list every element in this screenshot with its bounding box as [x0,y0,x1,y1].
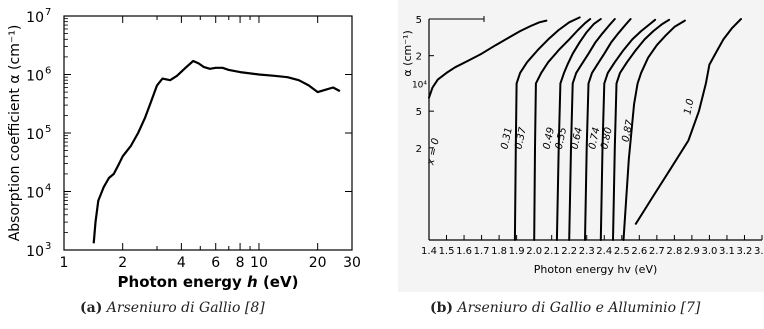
series-line-a [92,59,341,244]
x-axis-label-b: Photon energy hv (eV) [534,263,658,276]
y-tick-label-a: 10 [26,127,44,143]
y-exp-mark-b: 10⁴ [412,80,427,90]
series-label-b: 1.0 [682,98,696,116]
x-tick-label-a: 6 [211,255,220,271]
series-label-b: 0.74 [587,126,602,150]
plot-frame-a [63,15,353,251]
series-label-b: 0.87 [620,118,636,143]
y-axis-label-b: α (cm⁻¹) [401,30,414,76]
caption-a: (a) Arseniuro di Gallio [8] [80,300,265,326]
series-line-b [584,18,632,241]
x-tick-label-b: 2.5 [614,246,630,257]
y-tick-exp-a: 4 [45,183,51,194]
x-tick-label-a: 20 [309,255,327,271]
x-tick-label-b: 1.5 [439,246,455,257]
y-tick-label-a: 10 [26,10,44,26]
x-axis-label-a: Photon energy h (eV) [118,273,299,291]
x-tick-label-b: 2.4 [596,246,612,257]
x-tick-label-b: 2.7 [649,246,665,257]
caption-a-tag: (a) [80,300,103,316]
y-tick-exp-a: 7 [45,7,51,18]
x-tick-label-b: 1.6 [456,246,472,257]
x-tick-label-b: 1.8 [491,246,507,257]
x-tick-label-a: 10 [250,255,268,271]
x-tick-label-b: 2.9 [684,246,700,257]
x-tick-label-a: 4 [177,255,186,271]
series-line-b [555,18,602,241]
caption-a-text: Arseniuro di Gallio [8] [106,300,265,316]
x-tick-label-a: 1 [60,255,69,271]
series-line-b [533,18,592,241]
x-tick-label-b: 2.0 [526,246,542,257]
x-tick-label-b: 3.3 [754,246,764,257]
x-tick-label-b: 1.9 [509,246,525,257]
series-label-b: 0.55 [554,126,569,150]
series-line-b [568,18,616,241]
x-tick-label-a: 30 [343,255,361,271]
y-tick-label-a: 10 [26,186,44,202]
series-label-b: 0.49 [542,126,557,150]
caption-b-text: Arseniuro di Gallio e Alluminio [7] [457,300,701,316]
series-line-b [428,19,548,99]
panel-b-background [398,0,764,292]
x-tick-label-b: 2.8 [666,246,682,257]
y-tick-label-b: 2 [416,52,422,63]
x-tick-label-b: 2.3 [579,246,595,257]
x-tick-label-b: 3.0 [701,246,717,257]
series-label-b: 0.80 [599,126,614,150]
y-tick-label-b: 5 [416,107,422,118]
y-tick-label-a: 10 [26,244,44,260]
series-label-b: 0.31 [499,126,514,150]
y-tick-label-a: 10 [26,69,44,85]
caption-b-tag: (b) [430,300,454,316]
series-label-b: 0.64 [570,126,585,150]
series-label-b: 0.37 [513,126,529,151]
x-tick-label-b: 1.7 [474,246,490,257]
y-tick-exp-a: 3 [45,241,51,252]
x-tick-label-b: 2.6 [631,246,647,257]
series-line-b [513,16,581,241]
chart-b: 1.4 1.5 1.6 1.7 1.8 1.9 2.0 2.1 2.2 2.3 2.4 2.5 2.6 2… [398,0,764,292]
x-tick-label-b: 1.4 [421,246,437,257]
series-line-b [622,19,686,241]
series-line-b [634,18,742,225]
x-tick-label-b: 2.1 [544,246,560,257]
series-line-b [599,18,657,241]
x-tick-label-b: 3.1 [719,246,735,257]
caption-b: (b) Arseniuro di Gallio e Alluminio [7] [430,300,700,326]
x-tick-label-a: 2 [118,255,127,271]
series-line-b [612,18,671,241]
y-tick-exp-a: 6 [45,66,51,77]
y-tick-label-b: 5 [416,15,422,26]
x-tick-label-b: 3.2 [737,246,753,257]
y-tick-label-b: 2 [416,144,422,155]
x-tick-label-b: 2.2 [561,246,577,257]
y-tick-exp-a: 5 [45,124,51,135]
x-tick-label-a: 8 [236,255,245,271]
y-axis-label-a: Absorption coefficient α (cm⁻¹) [7,25,23,242]
